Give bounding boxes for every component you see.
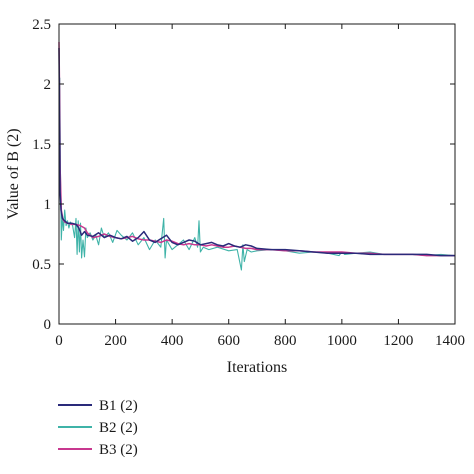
x-tick-label: 0 — [55, 333, 63, 349]
legend: B1 (2) B2 (2) B3 (2) — [58, 398, 138, 458]
x-tick-label: 800 — [274, 333, 297, 349]
legend-label-b3: B3 (2) — [99, 442, 138, 458]
series-line-b1 — [58, 47, 455, 257]
x-tick-label: 1200 — [383, 333, 413, 349]
legend-label-b2: B2 (2) — [99, 420, 138, 436]
x-tick-label: 600 — [217, 333, 240, 349]
x-tick-label: 400 — [161, 333, 184, 349]
x-tick-label: 1400 — [435, 333, 465, 349]
y-tick-label: 0.5 — [32, 257, 51, 273]
y-tick-label: 0 — [44, 317, 52, 333]
legend-label-b1: B1 (2) — [99, 398, 138, 414]
y-tick-labels: 0 0.5 1 1.5 2 2.5 — [32, 17, 51, 333]
x-axis-label: Iterations — [227, 359, 287, 376]
x-tick-label: 1000 — [327, 333, 357, 349]
x-tick-labels: 0 200 400 600 800 1000 1200 1400 — [55, 333, 465, 349]
series-layer — [58, 41, 456, 271]
y-axis-label: Value of B (2) — [5, 128, 22, 219]
y-tick-label: 2 — [44, 77, 52, 93]
series-line-b3 — [58, 41, 455, 257]
plot-frame — [58, 23, 456, 325]
y-tick-label: 1 — [44, 197, 52, 213]
x-tick-label: 200 — [104, 333, 127, 349]
y-tick-label: 2.5 — [32, 17, 51, 33]
tick-marks — [58, 23, 456, 325]
series-line-b2 — [58, 77, 456, 271]
y-tick-label: 1.5 — [32, 137, 51, 153]
